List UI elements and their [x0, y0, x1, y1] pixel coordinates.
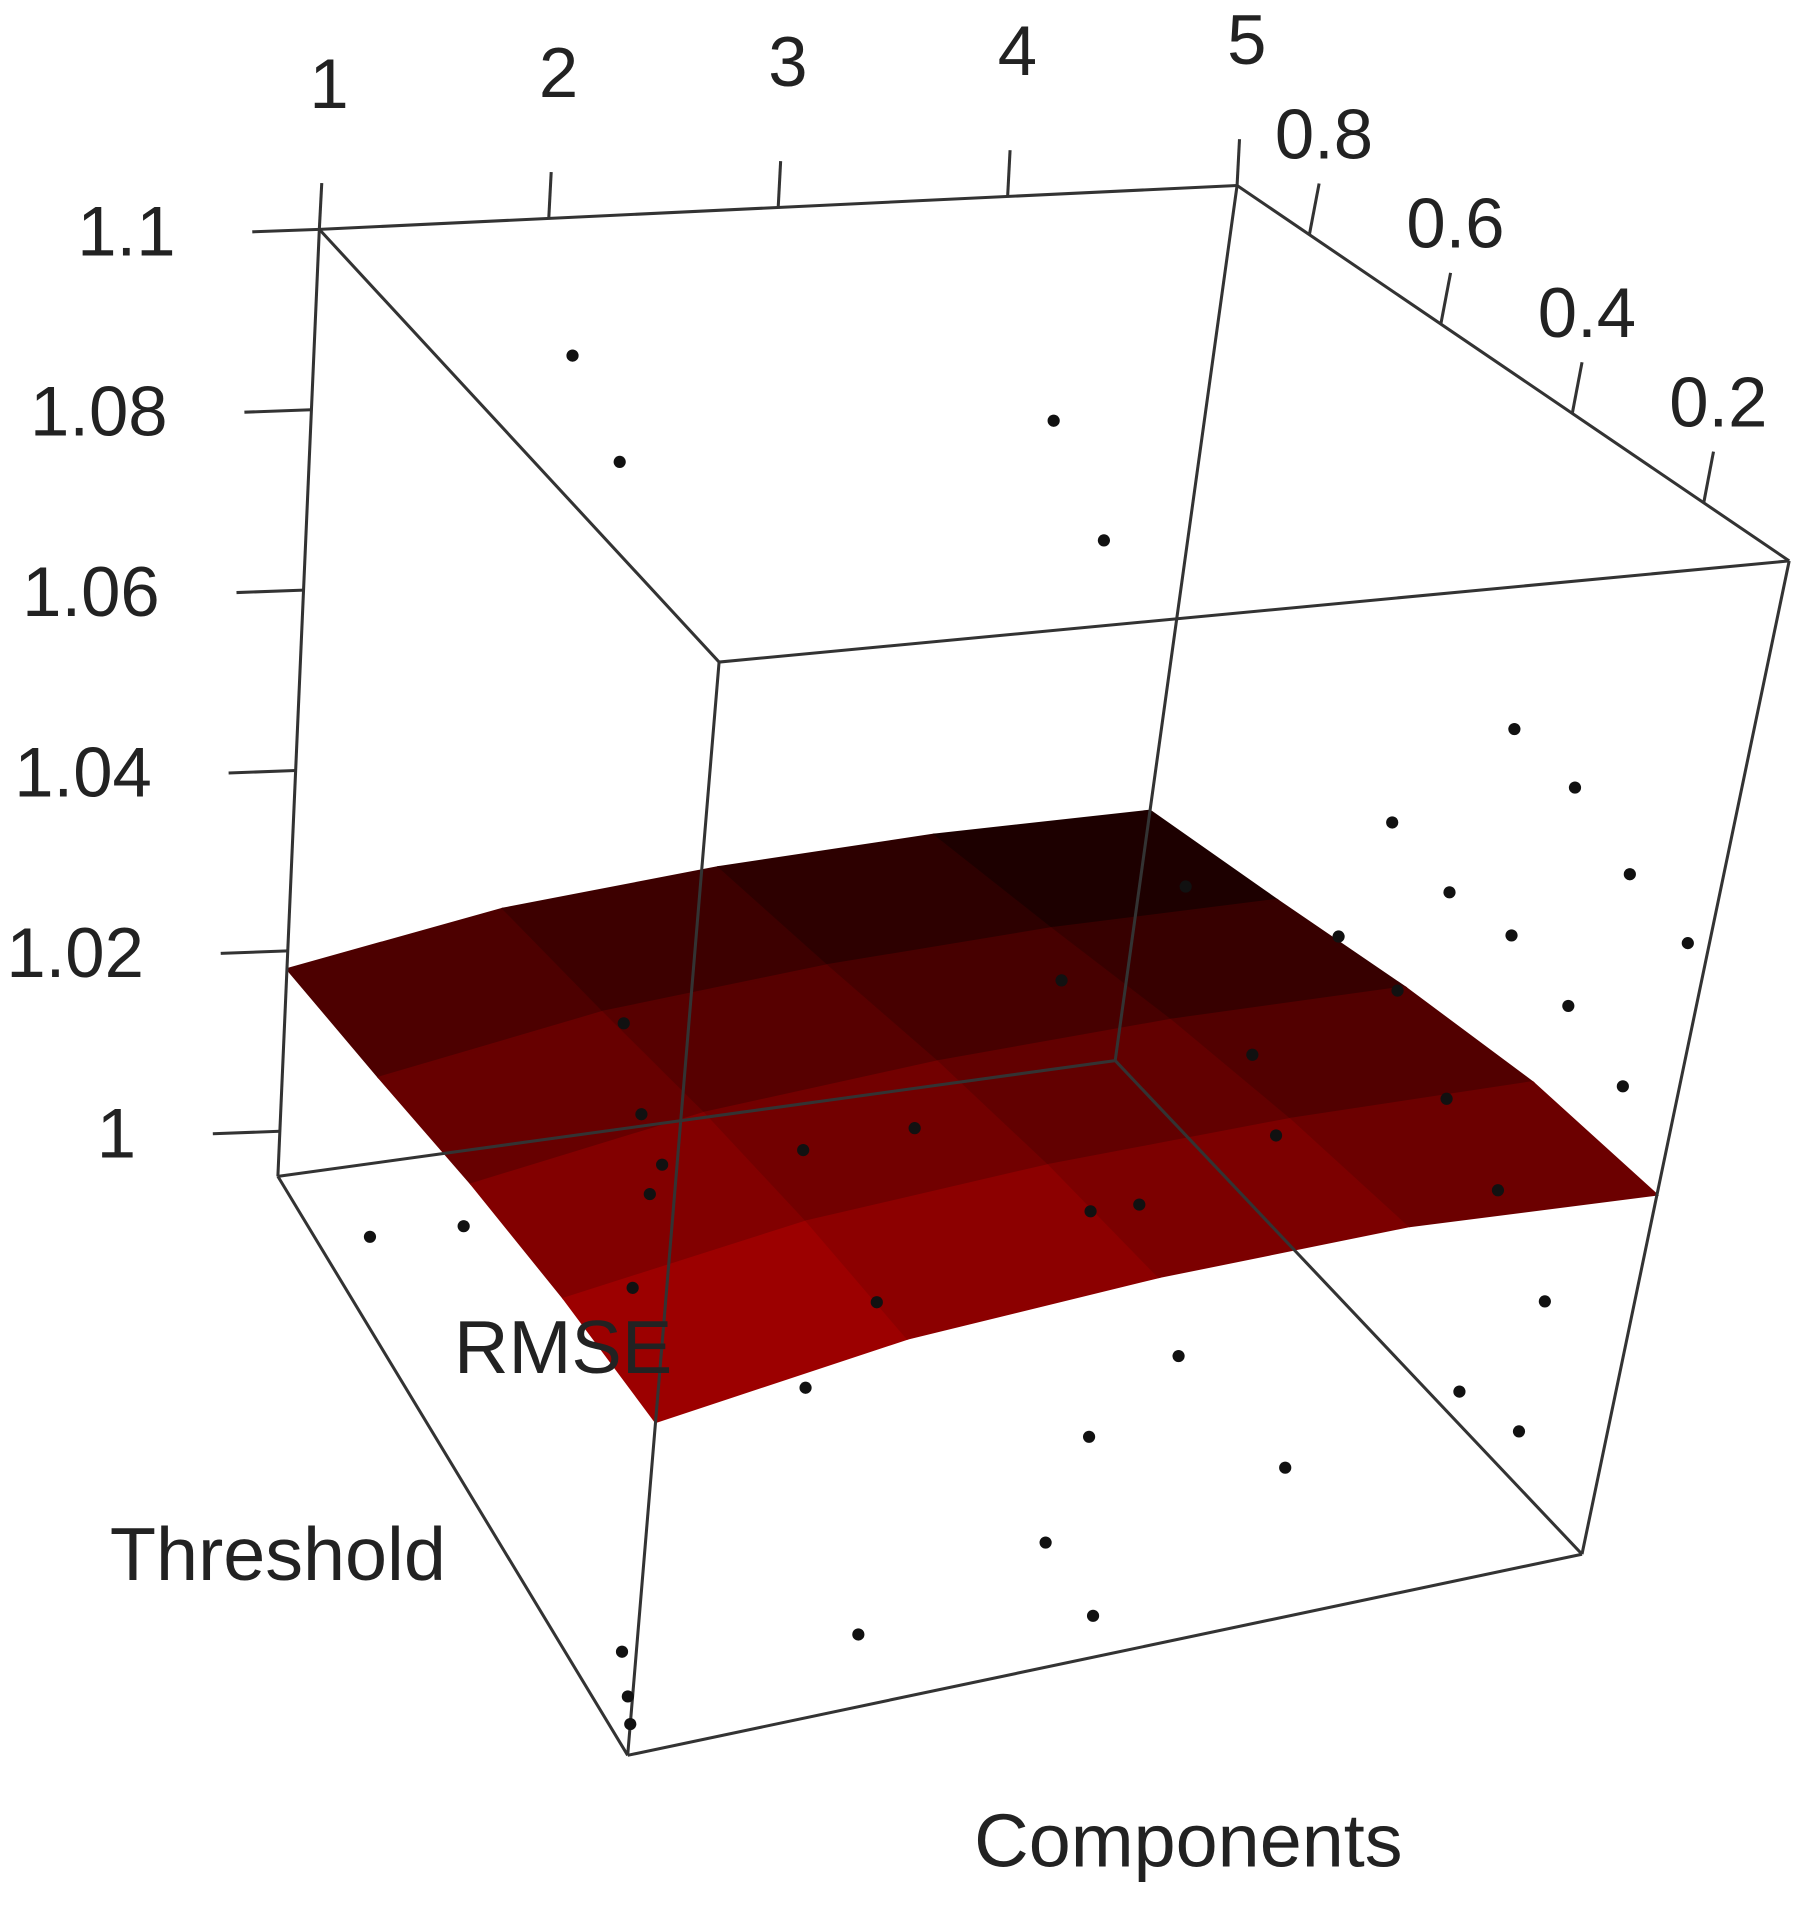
point — [1512, 1425, 1526, 1438]
z-tick — [212, 1129, 280, 1136]
point — [635, 1108, 648, 1121]
y-axis-label: Threshold — [110, 1513, 446, 1597]
point — [1269, 1129, 1283, 1142]
point — [1039, 1536, 1052, 1549]
points — [363, 349, 1694, 1731]
point — [1179, 880, 1192, 893]
point — [1082, 1430, 1096, 1443]
point — [613, 455, 626, 468]
point — [1086, 1609, 1100, 1622]
x-tick-label: 3 — [768, 22, 807, 101]
point — [1568, 781, 1582, 794]
point — [626, 1281, 639, 1294]
point — [797, 1144, 810, 1157]
point — [1391, 984, 1404, 997]
y-tick — [1702, 451, 1715, 504]
y-tick — [1439, 272, 1453, 325]
x-tick-label: 5 — [1227, 0, 1266, 79]
x-tick-label: 4 — [998, 11, 1037, 90]
x-tick — [1006, 150, 1012, 197]
point — [1133, 1198, 1146, 1211]
point — [1681, 937, 1694, 950]
z-axis-label: RMSE — [454, 1306, 672, 1390]
box-edge — [626, 661, 721, 1756]
point — [656, 1158, 669, 1171]
z-tick-label: 1.04 — [14, 733, 152, 812]
point — [1623, 868, 1636, 881]
point — [1332, 930, 1345, 943]
point — [1084, 1205, 1097, 1218]
y-tick-label: 0.4 — [1538, 273, 1636, 352]
y-tick-label: 0.6 — [1406, 184, 1504, 263]
x-tick — [317, 182, 324, 230]
box-edge — [276, 229, 321, 1177]
point — [1508, 722, 1521, 736]
z-tick — [220, 949, 288, 955]
x-tick-label: 2 — [539, 33, 578, 112]
point — [799, 1381, 812, 1394]
labels: RMSE Threshold Components 1 2 3 4 5 0.2 0.4 0.6… — [6, 0, 1767, 1884]
point — [1172, 1349, 1185, 1363]
z-tick-label: 1.1 — [77, 191, 175, 270]
point — [1562, 999, 1575, 1013]
point — [1055, 974, 1068, 987]
z-tick-label: 1.08 — [30, 372, 168, 451]
box-edge — [1236, 184, 1791, 563]
y-tick-label: 0.8 — [1275, 94, 1373, 173]
point — [1386, 816, 1399, 829]
point — [1443, 886, 1456, 899]
z-tick-label: 1 — [97, 1093, 136, 1172]
point — [615, 1645, 629, 1658]
x-tick-label: 1 — [309, 44, 348, 123]
box-edge — [1580, 560, 1791, 1555]
point — [617, 1017, 630, 1030]
z-tick — [252, 227, 320, 234]
box-edge — [1114, 1059, 1584, 1556]
box-edge — [277, 1059, 1116, 1178]
point — [908, 1122, 921, 1135]
surface — [285, 809, 1660, 1424]
point — [1440, 1092, 1453, 1105]
x-tick — [547, 172, 553, 219]
z-tick-label: 1.02 — [6, 913, 144, 992]
point — [1491, 1184, 1505, 1197]
point — [1097, 534, 1110, 547]
point — [643, 1187, 656, 1201]
point — [852, 1628, 865, 1641]
z-tick-label: 1.06 — [22, 552, 160, 631]
point — [566, 349, 579, 362]
point — [363, 1230, 377, 1243]
x-tick — [776, 161, 783, 208]
box-edge — [1113, 185, 1239, 1061]
point — [1505, 929, 1518, 942]
z-tick — [244, 408, 312, 414]
box-edge — [627, 1552, 1583, 1757]
y-tick — [1570, 361, 1584, 414]
box-edge — [718, 559, 1790, 664]
point — [1616, 1080, 1629, 1093]
z-tick — [228, 769, 296, 775]
x-tick — [1235, 139, 1242, 186]
point — [621, 1690, 634, 1703]
point — [457, 1220, 470, 1233]
point — [1538, 1295, 1551, 1308]
point — [870, 1296, 883, 1309]
point — [624, 1717, 637, 1731]
y-tick — [1307, 183, 1321, 235]
z-tick — [236, 588, 304, 595]
point — [1246, 1048, 1259, 1061]
x-axis-label: Components — [974, 1800, 1402, 1884]
box-edge — [276, 1175, 629, 1757]
box-edge — [318, 228, 721, 664]
point — [1453, 1385, 1466, 1398]
box — [212, 139, 1791, 1757]
point — [1279, 1461, 1292, 1474]
y-tick-label: 0.2 — [1669, 362, 1767, 441]
point — [1047, 414, 1060, 427]
